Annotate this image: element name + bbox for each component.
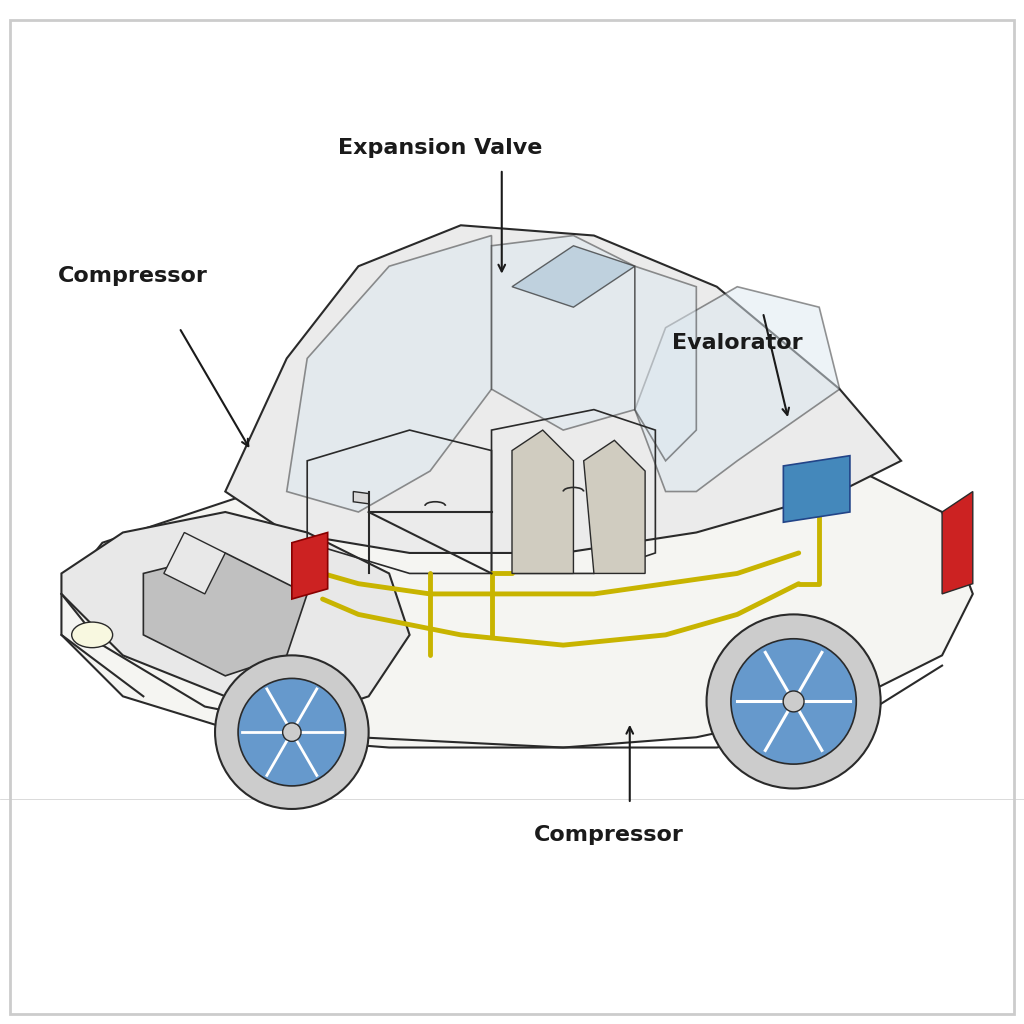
Polygon shape: [512, 430, 573, 573]
Polygon shape: [225, 225, 901, 553]
Polygon shape: [143, 553, 307, 676]
Text: Expansion Valve: Expansion Valve: [338, 138, 543, 159]
Polygon shape: [61, 512, 410, 717]
Circle shape: [707, 614, 881, 788]
Polygon shape: [292, 532, 328, 599]
Text: Compressor: Compressor: [535, 824, 684, 845]
Polygon shape: [492, 236, 635, 430]
Polygon shape: [942, 492, 973, 594]
Circle shape: [238, 679, 345, 786]
Ellipse shape: [72, 622, 113, 648]
Text: Compressor: Compressor: [58, 266, 208, 287]
Polygon shape: [783, 456, 850, 522]
Polygon shape: [512, 246, 635, 307]
Text: Evalorator: Evalorator: [672, 333, 803, 353]
Polygon shape: [584, 440, 645, 573]
Polygon shape: [353, 492, 369, 504]
Polygon shape: [635, 266, 696, 461]
Circle shape: [783, 691, 804, 712]
Circle shape: [283, 723, 301, 741]
Polygon shape: [635, 287, 840, 492]
Polygon shape: [61, 430, 973, 748]
Circle shape: [731, 639, 856, 764]
Polygon shape: [164, 532, 225, 594]
Polygon shape: [287, 236, 492, 512]
Circle shape: [215, 655, 369, 809]
